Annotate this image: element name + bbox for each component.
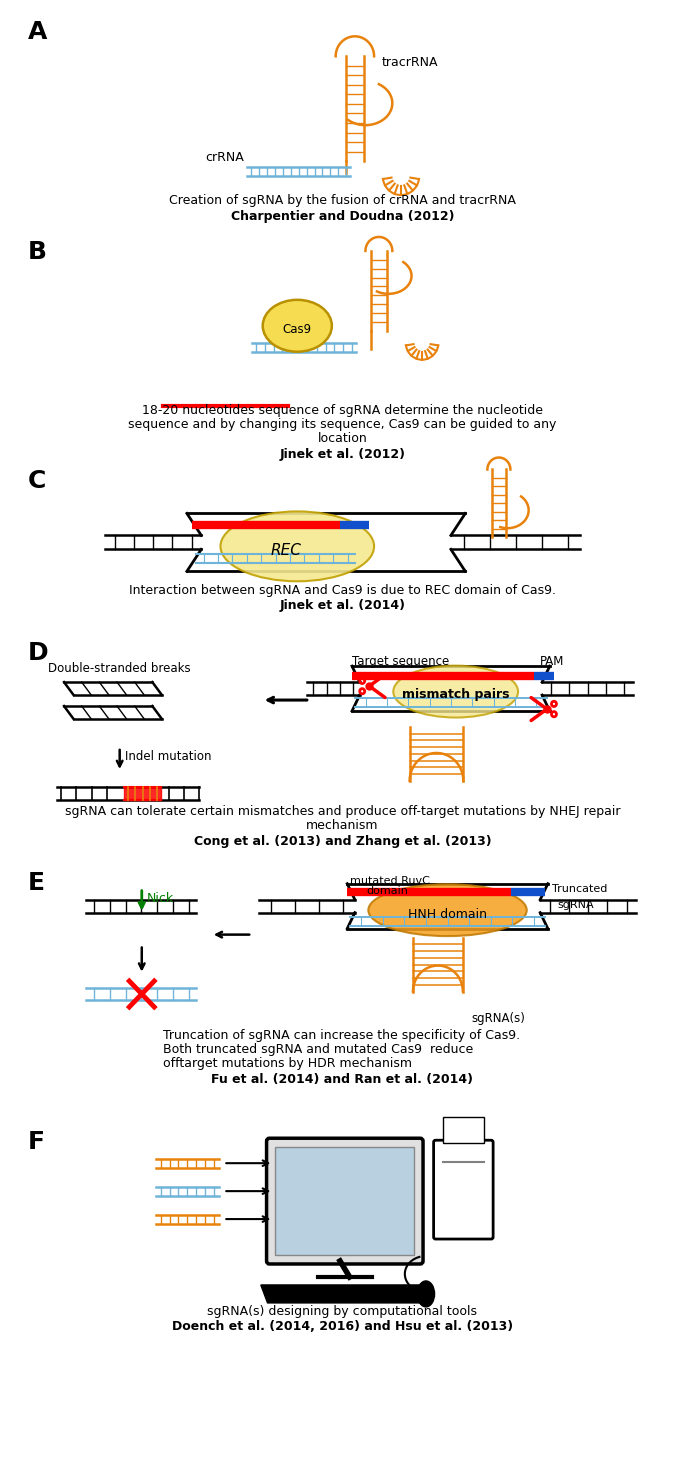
Text: sgRNA: sgRNA <box>558 900 594 910</box>
Text: REC: REC <box>271 544 301 558</box>
Text: Jinek et al. (2012): Jinek et al. (2012) <box>279 447 406 460</box>
Text: location: location <box>318 432 367 444</box>
Text: domain: domain <box>366 886 408 895</box>
FancyBboxPatch shape <box>434 1140 493 1239</box>
Text: D: D <box>27 642 48 665</box>
Text: F: F <box>27 1130 45 1154</box>
Text: offtarget mutations by HDR mechanism: offtarget mutations by HDR mechanism <box>163 1058 412 1071</box>
Text: mutated RuvC: mutated RuvC <box>350 876 430 886</box>
Text: A: A <box>27 21 47 44</box>
Text: C: C <box>27 469 46 494</box>
Text: Doench et al. (2014, 2016) and Hsu et al. (2013): Doench et al. (2014, 2016) and Hsu et al… <box>172 1320 513 1333</box>
Text: mismatch pairs: mismatch pairs <box>402 689 510 702</box>
Ellipse shape <box>221 511 374 582</box>
FancyBboxPatch shape <box>443 1118 484 1143</box>
Text: Indel mutation: Indel mutation <box>125 750 212 763</box>
Text: Cas9: Cas9 <box>283 324 312 337</box>
Text: E: E <box>27 870 45 895</box>
Text: Fu et al. (2014) and Ran et al. (2014): Fu et al. (2014) and Ran et al. (2014) <box>212 1074 473 1087</box>
Text: Truncated: Truncated <box>551 883 607 894</box>
Text: 18-20 nucleotides sequence of sgRNA determine the nucleotide: 18-20 nucleotides sequence of sgRNA dete… <box>142 403 543 416</box>
Text: Cong et al. (2013) and Zhang et al. (2013): Cong et al. (2013) and Zhang et al. (201… <box>194 835 491 848</box>
Text: sgRNA can tolerate certain mismatches and produce off-target mutations by NHEJ r: sgRNA can tolerate certain mismatches an… <box>64 804 620 817</box>
Text: Truncation of sgRNA can increase the specificity of Cas9.: Truncation of sgRNA can increase the spe… <box>163 1030 520 1043</box>
Text: sgRNA(s): sgRNA(s) <box>471 1012 525 1026</box>
Text: PAM: PAM <box>540 655 564 668</box>
Text: Target sequence: Target sequence <box>352 655 449 668</box>
Ellipse shape <box>417 1280 434 1307</box>
Text: sgRNA(s) designing by computational tools: sgRNA(s) designing by computational tool… <box>208 1305 477 1318</box>
Text: Charpentier and Doudna (2012): Charpentier and Doudna (2012) <box>231 209 454 223</box>
Ellipse shape <box>369 885 527 936</box>
Text: crRNA: crRNA <box>205 151 244 164</box>
Text: Jinek et al. (2014): Jinek et al. (2014) <box>279 599 406 612</box>
Text: tracrRNA: tracrRNA <box>382 56 438 69</box>
Text: Double-stranded breaks: Double-stranded breaks <box>49 662 191 675</box>
Ellipse shape <box>263 300 332 352</box>
Text: sequence and by changing its sequence, Cas9 can be guided to any: sequence and by changing its sequence, C… <box>128 418 557 431</box>
FancyBboxPatch shape <box>266 1138 423 1264</box>
Ellipse shape <box>393 665 518 718</box>
Text: Creation of sgRNA by the fusion of crRNA and tracrRNA: Creation of sgRNA by the fusion of crRNA… <box>169 193 516 207</box>
Polygon shape <box>261 1285 429 1302</box>
FancyBboxPatch shape <box>275 1147 414 1256</box>
Text: Interaction between sgRNA and Cas9 is due to REC domain of Cas9.: Interaction between sgRNA and Cas9 is du… <box>129 585 556 598</box>
Text: Nick: Nick <box>147 892 174 905</box>
Text: B: B <box>27 240 47 264</box>
Text: mechanism: mechanism <box>306 819 379 832</box>
Text: HNH domain: HNH domain <box>408 908 487 920</box>
Text: Both truncated sgRNA and mutated Cas9  reduce: Both truncated sgRNA and mutated Cas9 re… <box>163 1043 473 1056</box>
